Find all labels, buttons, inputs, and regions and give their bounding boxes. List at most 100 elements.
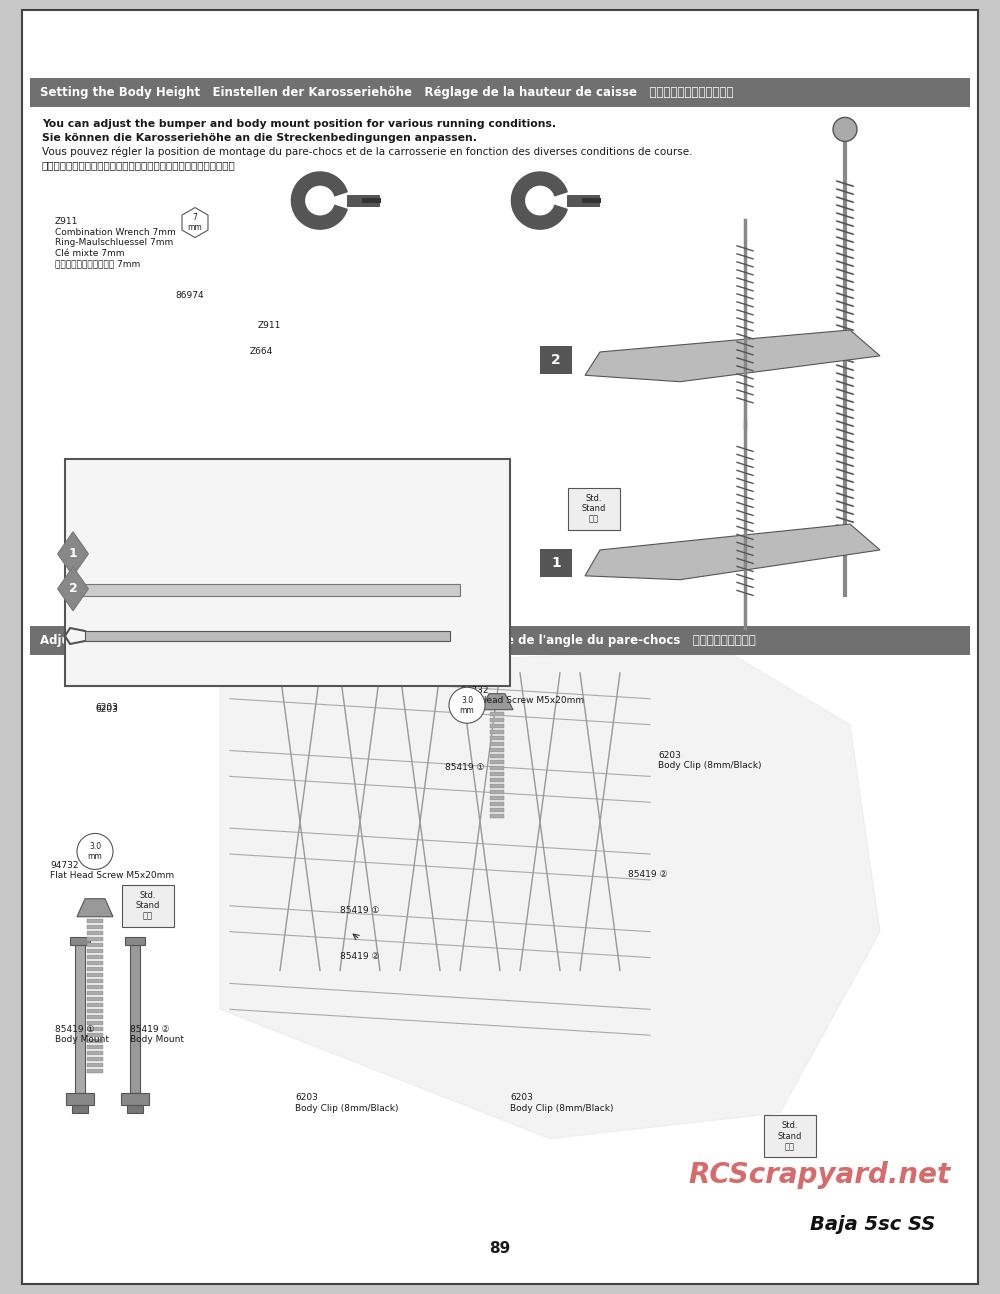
Polygon shape (80, 550, 380, 608)
Bar (582, 198, 601, 203)
Bar (75, 945, 85, 1093)
Bar (490, 796, 504, 800)
Bar (490, 784, 504, 788)
Bar (347, 195, 379, 206)
Bar (72, 1105, 88, 1113)
Bar (567, 195, 599, 206)
Bar (87, 1051, 103, 1055)
Text: 6203
Body Clip (8mm/Black): 6203 Body Clip (8mm/Black) (658, 751, 762, 770)
Bar (490, 771, 504, 775)
Bar (87, 1033, 103, 1036)
Bar (87, 960, 103, 965)
Bar (87, 1009, 103, 1013)
Bar (121, 1093, 149, 1105)
Text: 6203
Body Clip (8mm/Black): 6203 Body Clip (8mm/Black) (510, 1093, 614, 1113)
Text: 1: 1 (551, 556, 561, 569)
Bar (764, 1115, 816, 1157)
Bar (87, 1062, 103, 1066)
Bar (85, 631, 450, 641)
Text: 85419 ②: 85419 ② (340, 952, 380, 961)
Bar (87, 973, 103, 977)
Polygon shape (77, 899, 113, 916)
Polygon shape (481, 694, 513, 709)
Bar (490, 712, 504, 716)
Bar (490, 748, 504, 752)
Bar (87, 1026, 103, 1031)
Bar (127, 1105, 143, 1113)
Bar (490, 741, 504, 745)
Text: Z911
Combination Wrench 7mm
Ring-Maulschluessel 7mm
Clé mixte 7mm
コンビネーションレンチ 7m: Z911 Combination Wrench 7mm Ring-Maulsch… (55, 217, 176, 268)
Bar (87, 1069, 103, 1073)
Text: 94732
Flat Head Screw M5x20mm: 94732 Flat Head Screw M5x20mm (50, 861, 174, 880)
Bar (490, 778, 504, 782)
Bar (490, 736, 504, 740)
Text: 85419 ①
Body Mount: 85419 ① Body Mount (55, 1025, 109, 1044)
Text: Sie können die Karosseriehöhe an die Streckenbedingungen anpassen.: Sie können die Karosseriehöhe an die Str… (42, 133, 477, 142)
Text: 94732
Flat Head Screw M5x20mm: 94732 Flat Head Screw M5x20mm (460, 686, 584, 705)
Polygon shape (291, 172, 347, 229)
Bar (130, 945, 140, 1093)
Circle shape (833, 118, 857, 141)
Bar (75, 584, 460, 597)
Bar (490, 730, 504, 734)
Bar (87, 967, 103, 970)
Bar (87, 991, 103, 995)
Bar (568, 488, 620, 529)
Text: 6203: 6203 (95, 703, 118, 712)
Bar (66, 1093, 94, 1105)
Text: 2: 2 (69, 582, 77, 595)
Text: Adjusting the Bumper Angle   Einstellen des Rammer-Winkels   Réglage de l'angle : Adjusting the Bumper Angle Einstellen de… (40, 634, 756, 647)
Bar (87, 1057, 103, 1061)
Text: 85419 ②
Body Mount: 85419 ② Body Mount (130, 1025, 184, 1044)
Bar (87, 1014, 103, 1018)
Text: Baja 5sc SS: Baja 5sc SS (810, 1215, 935, 1233)
Bar (490, 789, 504, 793)
Bar (490, 807, 504, 811)
Bar (30, 78, 970, 107)
Text: 2: 2 (551, 353, 561, 366)
Text: 1: 1 (69, 547, 77, 560)
Polygon shape (220, 647, 880, 1139)
Bar (490, 753, 504, 758)
Bar (87, 1003, 103, 1007)
Text: 85419 ②: 85419 ② (628, 870, 668, 879)
Bar (87, 949, 103, 952)
Bar (87, 919, 103, 923)
Bar (87, 1039, 103, 1043)
Bar (65, 459, 510, 686)
Text: RCScrapyard.net: RCScrapyard.net (689, 1161, 951, 1189)
Text: Setting the Body Height   Einstellen der Karosseriehöhe   Réglage de la hauteur : Setting the Body Height Einstellen der K… (40, 85, 733, 100)
Bar (87, 925, 103, 929)
Bar (490, 723, 504, 727)
Bar (87, 985, 103, 989)
Polygon shape (585, 330, 880, 382)
Circle shape (77, 833, 113, 870)
Bar (125, 937, 145, 945)
Bar (87, 937, 103, 941)
Bar (30, 626, 970, 655)
Polygon shape (182, 207, 208, 238)
Bar (490, 760, 504, 763)
Bar (362, 198, 381, 203)
Bar (540, 549, 572, 577)
Text: 走行場所に合わせてボディの高さ、バンパーの角度が変更できます。: 走行場所に合わせてボディの高さ、バンパーの角度が変更できます。 (42, 159, 236, 170)
Bar (87, 996, 103, 1000)
Text: Std.
Stand
標準: Std. Stand 標準 (778, 1121, 802, 1152)
Text: 7
mm: 7 mm (188, 214, 202, 232)
Text: 6203
Body Clip (8mm/Black): 6203 Body Clip (8mm/Black) (295, 1093, 398, 1113)
Text: 85419 ①: 85419 ① (340, 906, 380, 915)
Text: 3.0
mm: 3.0 mm (88, 842, 102, 861)
Text: You can adjust the bumper and body mount position for various running conditions: You can adjust the bumper and body mount… (42, 119, 556, 129)
Polygon shape (511, 172, 567, 229)
Bar (87, 1021, 103, 1025)
Bar (70, 937, 90, 945)
Text: 6203: 6203 (95, 705, 118, 714)
Polygon shape (58, 532, 88, 576)
Polygon shape (585, 524, 880, 580)
Text: 89: 89 (489, 1241, 511, 1256)
Bar (490, 766, 504, 770)
Circle shape (449, 687, 485, 723)
Bar (490, 814, 504, 818)
Text: 85419 ①: 85419 ① (445, 763, 485, 773)
Text: Std.
Stand
標準: Std. Stand 標準 (136, 890, 160, 921)
